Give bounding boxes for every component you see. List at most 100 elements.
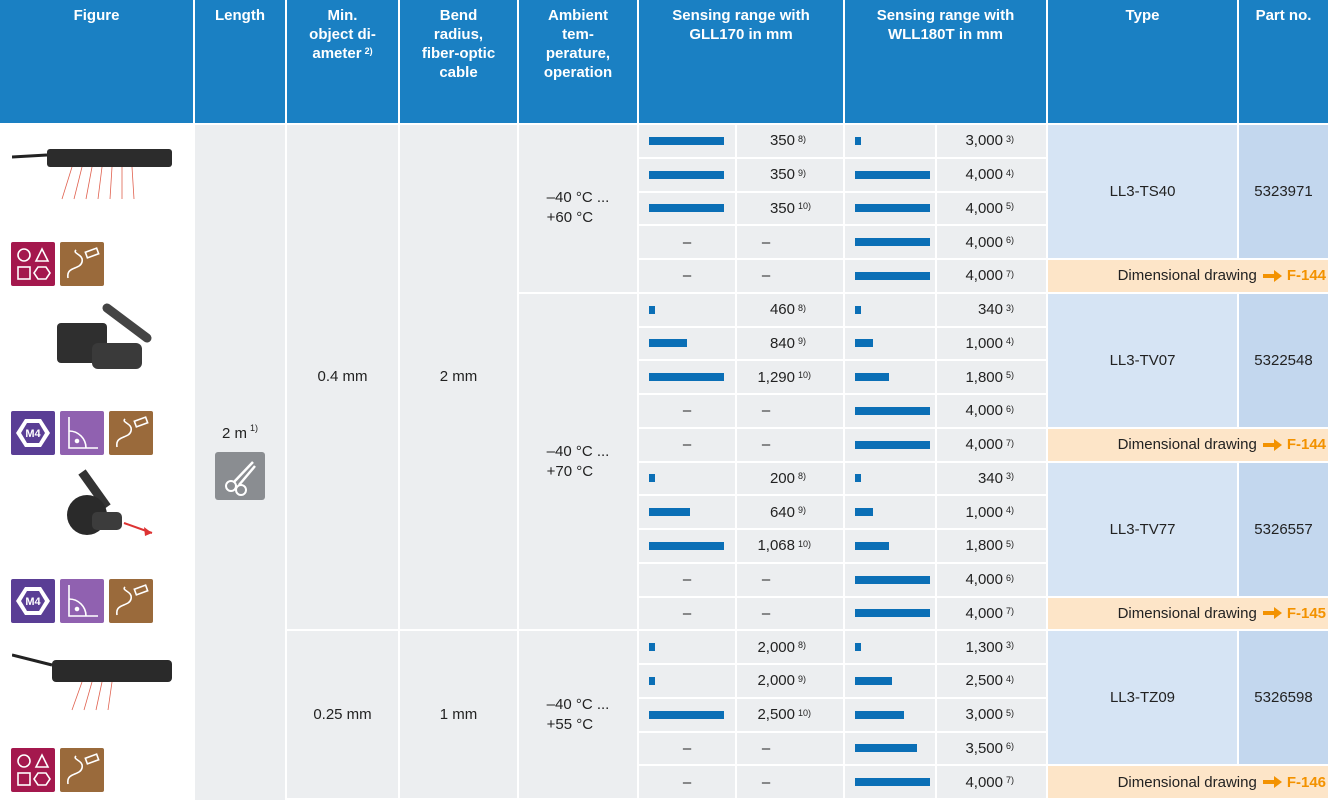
range-bar xyxy=(649,541,724,550)
value-cell: – xyxy=(737,395,843,427)
type-cell: LL3-TZ09 xyxy=(1048,631,1237,765)
footnote: 4) xyxy=(1006,167,1015,178)
cell-text: 2 mm xyxy=(440,367,478,387)
figure-cell xyxy=(0,125,193,292)
fiber-icon xyxy=(60,748,104,792)
value: – xyxy=(761,773,771,791)
drawing-label: Dimensional drawing xyxy=(1117,436,1257,454)
bend-radius-cell: 1 mm xyxy=(400,631,517,798)
footnote: 5) xyxy=(1006,201,1015,212)
range-bar xyxy=(649,373,724,382)
value: 340 xyxy=(977,301,1003,319)
drawing-ref: F-144 xyxy=(1286,436,1326,454)
value: –40 °C ... +70 °C xyxy=(546,442,610,480)
range-bar xyxy=(855,474,861,483)
bar-cell xyxy=(639,530,735,562)
value-cell: 460 8) xyxy=(737,293,843,326)
value: 460 xyxy=(769,301,795,319)
value: 350 xyxy=(769,166,795,184)
value: 4,000 xyxy=(965,604,1003,622)
value: 1,800 xyxy=(965,368,1003,386)
bar-cell: – xyxy=(639,395,735,427)
arrow xyxy=(1262,776,1282,789)
bar-cell xyxy=(845,530,935,562)
icon-label: M4 xyxy=(25,596,41,608)
fiber-icon xyxy=(60,241,104,286)
sensor-picture xyxy=(12,149,172,200)
footnote: 6) xyxy=(1006,403,1015,414)
value-cell: 1,800 5) xyxy=(937,361,1046,393)
value: – xyxy=(761,604,771,622)
icon-bg xyxy=(60,241,104,286)
footnote: 7) xyxy=(1006,268,1015,279)
footnote: 8) xyxy=(798,302,807,313)
sensor-picture xyxy=(57,303,152,369)
dash: – xyxy=(682,739,692,757)
header-text: Sensing range with WLL180T in mm xyxy=(876,7,1015,43)
icon-glyph xyxy=(21,422,45,443)
part-no-cell: 5326557 xyxy=(1239,462,1328,596)
bar-cell xyxy=(639,158,735,191)
value-cell: 1,800 5) xyxy=(937,530,1046,562)
value-cell: 350 8) xyxy=(737,125,843,157)
value-cell: 1,000 4) xyxy=(937,327,1046,360)
bar-cell xyxy=(639,631,735,663)
value: 4,000 xyxy=(965,267,1003,285)
fiber-icon xyxy=(109,410,153,455)
drawing-cell: Dimensional drawing F-144 xyxy=(1048,428,1328,461)
value: –40 °C ... +55 °C xyxy=(546,695,610,733)
drawing-label: Dimensional drawing xyxy=(1117,267,1257,285)
value-cell: 2,000 9) xyxy=(737,665,843,697)
bar-cell xyxy=(639,327,735,360)
footnote: 3) xyxy=(1006,640,1015,651)
value: 4,000 xyxy=(965,233,1003,251)
range-bar xyxy=(855,136,861,145)
length-cell: 2 m 1) xyxy=(195,125,285,800)
icon-blade xyxy=(233,461,256,486)
bar-cell xyxy=(845,125,935,157)
range-bar xyxy=(649,305,655,314)
footnote: 10) xyxy=(798,201,812,212)
bar-cell: – xyxy=(639,428,735,461)
arrow-shape xyxy=(1262,776,1282,789)
bar-cell xyxy=(845,226,935,258)
footnote: 6) xyxy=(1006,235,1015,246)
icon-glyph xyxy=(68,585,98,618)
drawing-ref: F-146 xyxy=(1286,773,1326,791)
range-bar xyxy=(649,204,724,213)
value: – xyxy=(761,739,771,757)
range-bar xyxy=(649,710,724,719)
dash: – xyxy=(682,233,692,251)
value: 4,000 xyxy=(965,773,1003,791)
value: 4,000 xyxy=(965,166,1003,184)
bar-cell xyxy=(845,327,935,360)
icon-glyph xyxy=(17,246,51,280)
value-cell: 4,000 4) xyxy=(937,158,1046,191)
icon-ring xyxy=(225,480,237,492)
value: 4,000 xyxy=(965,199,1003,217)
range-bar xyxy=(855,238,930,247)
footnote: 9) xyxy=(798,167,807,178)
header-text: Min. object di- ameter xyxy=(309,7,376,62)
temperature-cell: –40 °C ... +60 °C xyxy=(519,125,637,292)
value: 1,000 xyxy=(965,334,1003,352)
length-text: 2 m 1) xyxy=(222,423,259,442)
bar-cell xyxy=(639,192,735,225)
value: 640 xyxy=(769,503,795,521)
value: LL3-TV77 xyxy=(1109,520,1176,538)
m4-icon: M4 xyxy=(11,410,55,455)
value-cell: 4,000 6) xyxy=(937,563,1046,596)
value-cell: 2,000 8) xyxy=(737,631,843,663)
value: 1,068 xyxy=(757,537,795,555)
footnote: 1) xyxy=(250,423,259,433)
footnote: 10) xyxy=(798,538,812,549)
value-cell: 4,000 7) xyxy=(937,597,1046,630)
value: 840 xyxy=(769,334,795,352)
value-cell: 1,000 4) xyxy=(937,496,1046,528)
value: 4,000 xyxy=(965,571,1003,589)
footnote: 3) xyxy=(1006,133,1015,144)
icon-glyph xyxy=(67,246,100,278)
footnote: 10) xyxy=(798,370,812,381)
icon-bg xyxy=(60,748,104,792)
header-gll: Sensing range with GLL170 in mm xyxy=(639,0,843,123)
